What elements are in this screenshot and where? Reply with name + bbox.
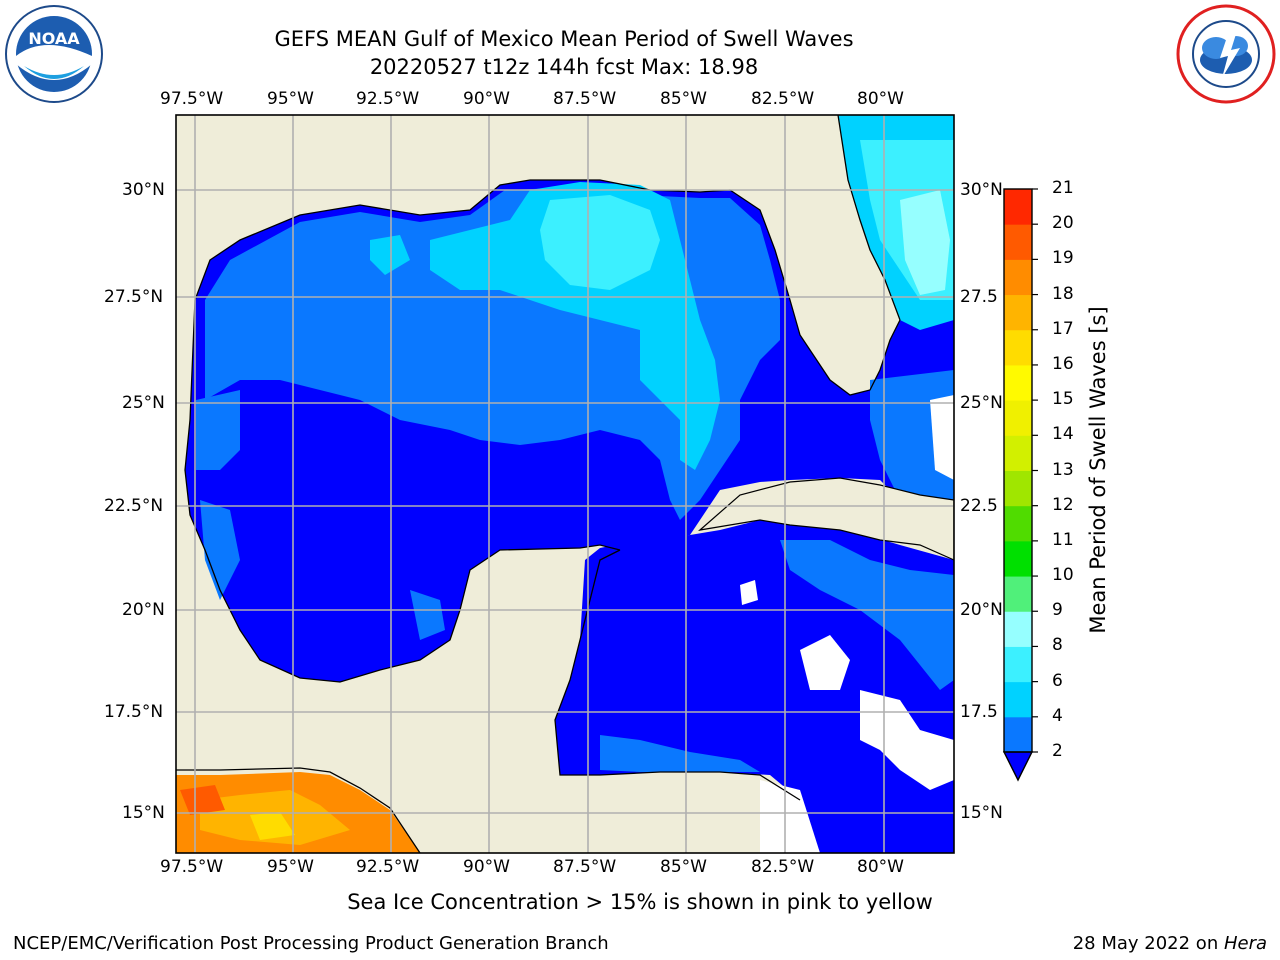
lon-label-top-87-5w: 87.5°W [553,89,617,109]
colorbar-block-20-21 [1004,189,1032,225]
colorbar-block-18-19 [1004,259,1032,296]
lon-label-top-85w: 85°W [660,89,707,109]
lon-label-bottom-90w: 90°W [463,857,510,877]
colorbar-tick-label: 2 [1052,741,1063,761]
colorbar-block-8-9 [1004,611,1032,647]
chart-subtitle: 20220527 t12z 144h fcst Max: 18.98 [369,55,759,79]
colorbar-block-19-20 [1004,224,1032,260]
colorbar-block-15-16 [1004,364,1032,401]
colorbar-block-10-11 [1004,540,1032,577]
lon-label-bottom-97-5w: 97.5°W [160,857,224,877]
sea-ice-note: Sea Ice Concentration > 15% is shown in … [347,890,933,914]
colorbar [1004,188,1038,753]
colorbar-tick-label: 13 [1052,459,1074,480]
colorbar-tick-label: 16 [1052,353,1074,374]
colorbar-tick-label: 6 [1052,670,1063,691]
colorbar-tick-label: 21 [1052,178,1074,198]
lat-label-right-17-5: 17.5 [960,702,998,722]
cuba-landmass [698,477,954,561]
colorbar-label: Mean Period of Swell Waves [s] [1086,306,1110,634]
lon-label-top-92-5w: 92.5°W [356,89,420,109]
footer-credit: NCEP/EMC/Verification Post Processing Pr… [13,933,609,954]
colorbar-block-16-17 [1004,329,1032,366]
colorbar-block-9-10 [1004,576,1032,612]
lat-label-right-25n: 25°N [960,393,1003,413]
colorbar-block-6-8 [1004,646,1032,683]
colorbar-tick-label: 20 [1052,213,1074,234]
colorbar-tick-label: 12 [1052,494,1074,515]
colorbar-tick-label: 8 [1052,635,1063,656]
lon-label-bottom-92-5w: 92.5°W [356,857,420,877]
lon-label-top-80w: 80°W [857,89,904,109]
lat-label-right-27-5: 27.5 [960,287,998,307]
colorbar-block-14-15 [1004,400,1032,436]
colorbar-tick-label: 10 [1052,565,1074,586]
lat-label-left-22-5n: 22.5°N [104,496,164,516]
lat-label-right-30n: 30°N [960,180,1003,200]
lat-label-left-20n: 20°N [122,600,165,620]
colorbar-frame [1003,188,1033,753]
colorbar-block-12-13 [1004,470,1032,507]
colorbar-tick-label: 17 [1052,318,1074,339]
lat-label-left-30n: 30°N [122,180,165,200]
colorbar-block-13-14 [1004,435,1032,471]
colorbar-block-2-4 [1004,716,1032,753]
colorbar-block-17-18 [1004,294,1032,331]
lat-label-right-20n: 20°N [960,600,1003,620]
footer-date-text: 28 May 2022 on [1072,933,1224,954]
lon-label-top-82-5w: 82.5°W [751,89,815,109]
lon-label-top-95w: 95°W [267,89,314,109]
lat-label-right-15n: 15°N [960,803,1003,823]
lat-label-left-15n: 15°N [122,803,165,823]
noaa-logo: NOAA [5,5,103,103]
nws-logo [1176,4,1276,104]
chart-title: GEFS MEAN Gulf of Mexico Mean Period of … [274,27,854,51]
lat-label-right-22-5: 22.5 [960,496,998,516]
colorbar-tick-label: 11 [1052,529,1074,550]
colorbar-block-11-12 [1004,505,1032,542]
lon-label-bottom-87-5w: 87.5°W [553,857,617,877]
svg-text:NOAA: NOAA [28,29,80,48]
colorbar-tick-label: 14 [1052,424,1074,445]
map-frame [175,114,955,854]
colorbar-tick-label: 15 [1052,389,1074,410]
colorbar-block-4-6 [1004,681,1032,718]
lon-label-bottom-82-5w: 82.5°W [751,857,815,877]
gridlines [176,115,954,853]
lat-label-left-17-5n: 17.5°N [104,702,164,722]
colorbar-tick-label: 19 [1052,248,1074,269]
lat-label-left-27-5n: 27.5°N [104,287,164,307]
lon-label-top-97-5w: 97.5°W [160,89,224,109]
colorbar-tick-label: 9 [1052,600,1063,621]
colorbar-tick-label: 4 [1052,705,1063,726]
coastlines [176,115,901,853]
lon-label-bottom-80w: 80°W [857,857,904,877]
colorbar-tick-label: 18 [1052,283,1074,304]
lon-label-top-90w: 90°W [463,89,510,109]
lon-label-bottom-85w: 85°W [660,857,707,877]
footer-host: Hera [1223,933,1267,954]
lon-label-bottom-95w: 95°W [267,857,314,877]
colorbar-extend-triangle [1002,751,1034,782]
lat-label-left-25n: 25°N [122,393,165,413]
swell-8-9s-region [900,190,950,295]
footer-date: 28 May 2022 on Hera [1073,933,1267,954]
